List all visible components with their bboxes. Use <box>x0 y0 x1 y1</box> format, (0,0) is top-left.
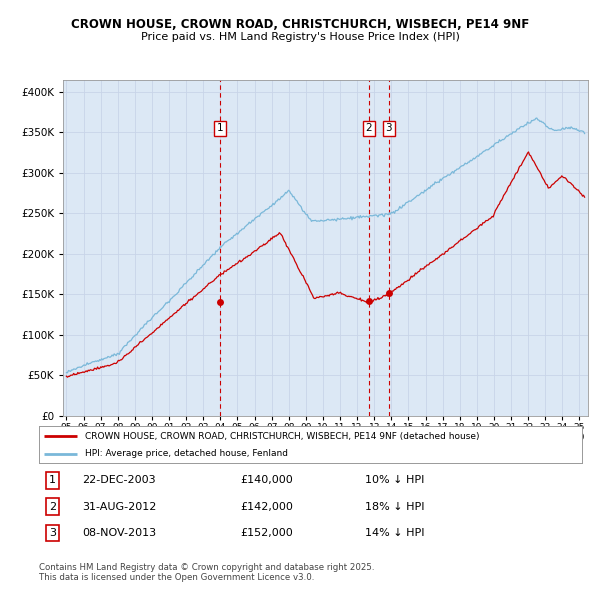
Text: 18% ↓ HPI: 18% ↓ HPI <box>365 502 424 512</box>
Text: 2: 2 <box>49 502 56 512</box>
Text: CROWN HOUSE, CROWN ROAD, CHRISTCHURCH, WISBECH, PE14 9NF (detached house): CROWN HOUSE, CROWN ROAD, CHRISTCHURCH, W… <box>85 432 479 441</box>
Text: Price paid vs. HM Land Registry's House Price Index (HPI): Price paid vs. HM Land Registry's House … <box>140 32 460 41</box>
Text: 22-DEC-2003: 22-DEC-2003 <box>82 476 156 486</box>
Text: Contains HM Land Registry data © Crown copyright and database right 2025.
This d: Contains HM Land Registry data © Crown c… <box>39 563 374 582</box>
Text: 3: 3 <box>49 528 56 538</box>
Text: £152,000: £152,000 <box>240 528 293 538</box>
Text: 10% ↓ HPI: 10% ↓ HPI <box>365 476 424 486</box>
Text: HPI: Average price, detached house, Fenland: HPI: Average price, detached house, Fenl… <box>85 450 288 458</box>
Text: 1: 1 <box>217 123 223 133</box>
Text: 3: 3 <box>385 123 392 133</box>
Text: 14% ↓ HPI: 14% ↓ HPI <box>365 528 424 538</box>
Text: 08-NOV-2013: 08-NOV-2013 <box>82 528 157 538</box>
Text: 31-AUG-2012: 31-AUG-2012 <box>82 502 157 512</box>
Text: £140,000: £140,000 <box>240 476 293 486</box>
Text: CROWN HOUSE, CROWN ROAD, CHRISTCHURCH, WISBECH, PE14 9NF: CROWN HOUSE, CROWN ROAD, CHRISTCHURCH, W… <box>71 18 529 31</box>
Text: 1: 1 <box>49 476 56 486</box>
Text: £142,000: £142,000 <box>240 502 293 512</box>
Text: 2: 2 <box>365 123 372 133</box>
